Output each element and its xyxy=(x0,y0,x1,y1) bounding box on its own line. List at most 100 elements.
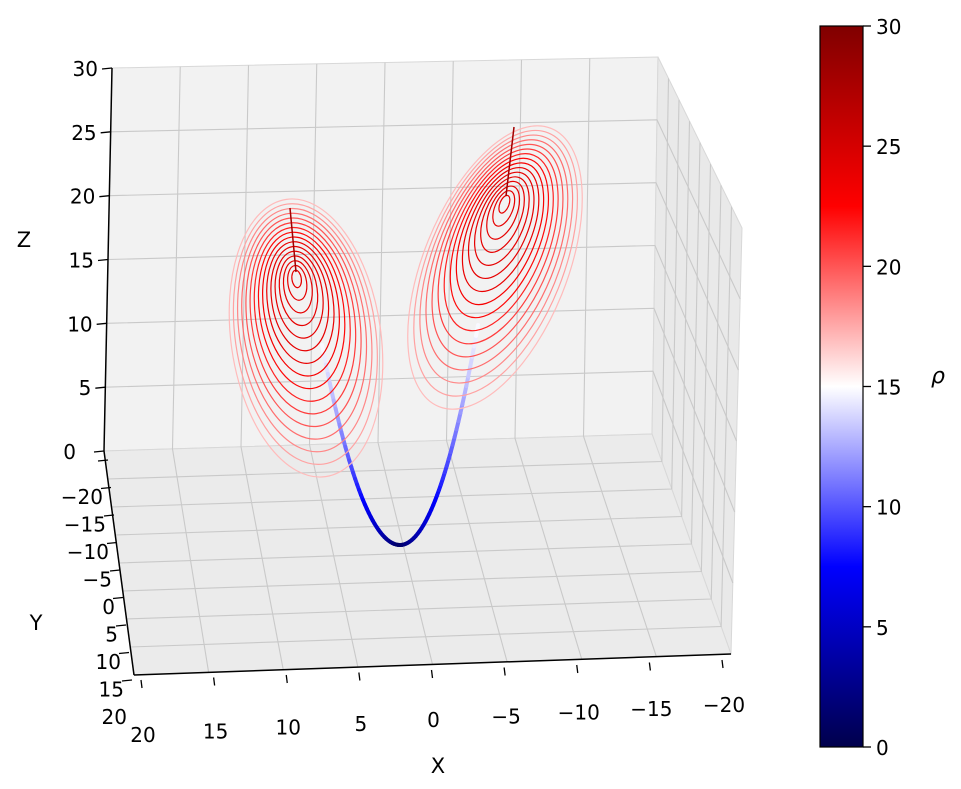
trajectory-lobe-ring xyxy=(236,207,373,453)
x-tick-label: 5 xyxy=(355,712,368,736)
x-ticks: 20 15 10 5 0 −5 −10 −15 −20 xyxy=(130,659,745,747)
grid-lines xyxy=(105,58,741,673)
trajectory-stem-right xyxy=(505,126,515,197)
trajectory-lobe-ring xyxy=(413,129,579,397)
grid-line xyxy=(582,58,657,657)
trajectory-lobe-ring xyxy=(437,148,559,345)
grid-line xyxy=(122,163,712,592)
x-tick xyxy=(721,659,724,669)
trajectory-lobe-ring xyxy=(245,217,362,428)
y-tick-label: 20 xyxy=(102,705,127,729)
colorbar-tick-label: 25 xyxy=(876,135,901,159)
z-tick-label: 25 xyxy=(71,121,96,145)
trajectory-lobe-ring xyxy=(431,143,564,358)
z-tick xyxy=(95,386,106,389)
grid-line xyxy=(105,370,734,584)
trajectory-lobe-ring xyxy=(474,176,530,266)
y-tick xyxy=(97,459,109,462)
colorbar: 0 5 10 15 20 25 30 ρ xyxy=(819,15,945,760)
y-tick xyxy=(118,651,130,655)
x-tick-label: 15 xyxy=(203,719,228,743)
grid-line xyxy=(126,185,722,620)
trajectory-lobe-ring xyxy=(480,180,525,253)
grid-line xyxy=(514,59,583,660)
y-tick-label: −5 xyxy=(83,568,112,592)
y-tick-label: −15 xyxy=(64,513,106,537)
colorbar-ticks: 0 5 10 15 20 25 30 xyxy=(863,15,901,760)
x-axis-line xyxy=(133,653,732,676)
x-tick xyxy=(576,664,579,674)
x-tick xyxy=(648,662,652,671)
grid-line xyxy=(240,65,284,670)
trajectory-lobe-ring xyxy=(467,171,535,280)
trajectory-lobe-ring xyxy=(486,185,521,240)
trajectory-lobe-ring xyxy=(266,241,335,364)
x-tick xyxy=(212,677,216,686)
z-tick xyxy=(93,450,105,453)
trajectory-lobe-ring xyxy=(253,226,351,402)
trajectory-lobe-ring xyxy=(278,255,319,327)
colorbar-gradient xyxy=(819,25,864,748)
colorbar-tick-label: 10 xyxy=(876,496,901,520)
y-tick-label: 0 xyxy=(102,595,115,619)
y-tick-label: 5 xyxy=(105,623,118,647)
x-tick xyxy=(140,679,143,689)
colorbar-tick-label: 30 xyxy=(876,15,901,39)
x-tick-label: 0 xyxy=(427,708,440,732)
trajectory-lobe-ring xyxy=(249,222,357,415)
x-tick-label: −10 xyxy=(558,701,600,725)
x-tick xyxy=(285,674,288,684)
colorbar-label: ρ xyxy=(931,364,945,389)
colorbar-tick-label: 20 xyxy=(876,255,901,279)
grid-line xyxy=(110,119,741,300)
z-tick-label: 30 xyxy=(73,57,98,81)
y-tick xyxy=(115,624,127,627)
y-tick xyxy=(121,679,133,682)
grid-line xyxy=(445,61,508,663)
grid-line xyxy=(107,78,670,480)
grid-line xyxy=(130,206,733,648)
x-tick-label: −15 xyxy=(630,697,672,721)
z-tick xyxy=(101,67,113,70)
y-tick-label: −20 xyxy=(61,485,103,509)
colorbar-tick-label: 0 xyxy=(876,736,889,760)
z-tick xyxy=(100,131,111,134)
y-tick-label: 15 xyxy=(99,678,124,702)
floor-pane xyxy=(103,433,732,676)
trajectory-lobe-ring xyxy=(419,134,574,384)
trajectory-lobe-ring xyxy=(461,166,540,293)
grid-line xyxy=(171,66,210,673)
y-ticks: −20 −15 −10 −5 0 5 10 15 20 xyxy=(61,459,133,729)
x-tick-label: 20 xyxy=(130,723,155,747)
y-tick xyxy=(103,514,115,517)
grid-line xyxy=(377,62,434,665)
z-tick-label: 5 xyxy=(79,376,92,400)
trajectory-lobe-ring xyxy=(443,153,554,332)
trajectory-lobe-ring xyxy=(257,231,346,390)
x-tick xyxy=(430,669,434,679)
z-tick xyxy=(97,258,109,262)
grid-line xyxy=(115,121,691,536)
x-tick-label: −5 xyxy=(491,704,520,728)
trajectory-lobe-ring xyxy=(492,190,516,227)
trajectory-lobe-ring xyxy=(498,194,511,214)
grid-line xyxy=(308,63,359,668)
x-tick xyxy=(503,667,506,676)
x-tick xyxy=(358,672,361,681)
y-tick xyxy=(112,596,124,600)
colorbar-tick-label: 15 xyxy=(876,376,901,400)
y-tick-label: −10 xyxy=(67,540,109,564)
trajectories xyxy=(228,125,583,547)
trajectory-lobe-ring xyxy=(232,203,378,466)
z-tick xyxy=(99,195,110,198)
y-tick xyxy=(100,486,112,490)
x-tick-label: 10 xyxy=(276,716,301,740)
y-tick xyxy=(106,541,118,545)
y-axis-label: Y xyxy=(29,611,43,635)
trajectory-lobe-ring xyxy=(455,162,545,306)
y-tick-label: 10 xyxy=(96,650,121,674)
trajectory-lobe-ring xyxy=(425,139,569,371)
axes-panes xyxy=(103,56,743,676)
grid-line xyxy=(109,182,739,371)
